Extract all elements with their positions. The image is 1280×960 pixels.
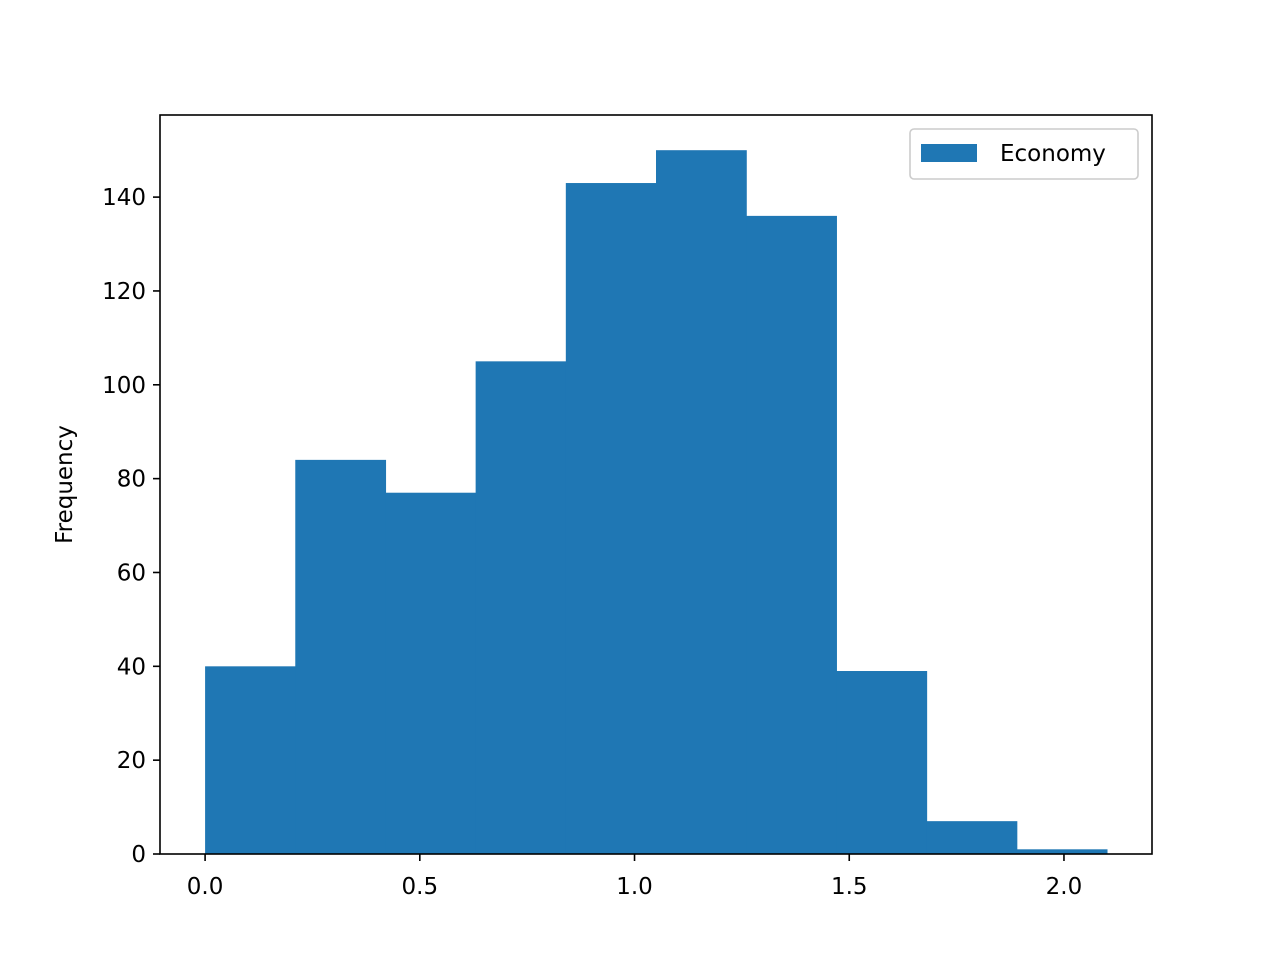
y-tick-label: 60 (117, 560, 146, 586)
y-tick-label: 0 (131, 842, 146, 868)
y-tick-label: 120 (102, 279, 146, 305)
y-tick-label: 140 (102, 185, 146, 211)
x-tick-label: 0.5 (402, 874, 439, 900)
x-tick-label: 1.5 (831, 874, 868, 900)
x-axis-ticks: 0.0 0.5 1.0 1.5 2.0 (187, 854, 1082, 900)
x-tick-label: 2.0 (1046, 874, 1083, 900)
legend-label-economy: Economy (1000, 141, 1106, 167)
histogram-bar (475, 361, 567, 854)
y-tick-label: 40 (117, 654, 146, 680)
plot-frame (159, 114, 1153, 855)
histogram-bar (385, 492, 477, 854)
histogram-bar (205, 666, 296, 854)
x-tick-label: 0.0 (187, 874, 224, 900)
histogram-bar (295, 459, 387, 854)
y-axis-ticks: 0 20 40 60 80 100 120 140 (102, 185, 160, 868)
legend-swatch-economy (921, 144, 977, 162)
y-tick-label: 80 (117, 467, 146, 493)
legend-box (909, 128, 1139, 180)
histogram-bar (836, 671, 928, 854)
x-tick-label: 1.0 (616, 874, 653, 900)
y-tick-label: 100 (102, 373, 146, 399)
y-axis-label: Frequency (52, 425, 78, 544)
histogram-bar (656, 150, 747, 854)
histogram-bar (926, 821, 1018, 854)
bars-group (205, 150, 1108, 855)
histogram-bar (1016, 849, 1108, 854)
legend: Economy (909, 128, 1139, 180)
histogram-bar (746, 215, 837, 854)
y-tick-label: 20 (117, 748, 146, 774)
histogram-bar (565, 183, 657, 855)
